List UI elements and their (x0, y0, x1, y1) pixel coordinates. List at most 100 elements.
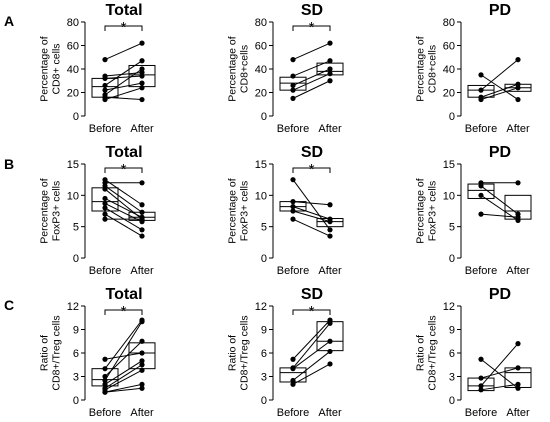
point-after (327, 202, 333, 208)
chart-panel-2-2: PD 0 3 6 9 12 Ratio ofCD8+/Treg cells Before Aft… (414, 286, 532, 419)
x-tick-label: Before (277, 265, 309, 277)
y-axis-label-line: CD8+ cells (51, 43, 63, 94)
y-tick-label: 9 (73, 325, 79, 337)
point-after (515, 385, 521, 391)
y-tick-label: 5 (261, 222, 267, 234)
x-tick-label: Before (465, 265, 497, 277)
point-after (139, 96, 145, 103)
x-tick-label: After (318, 265, 342, 277)
point-after (515, 180, 521, 186)
significance-star: * (121, 161, 127, 178)
y-tick-label: 0 (73, 253, 79, 265)
y-tick-label: 15 (443, 159, 455, 171)
pair-line (480, 59, 519, 91)
point-after (515, 381, 521, 387)
panel-row-label: A (4, 13, 14, 29)
y-axis-label-line: FoxP3+ cells (239, 181, 251, 241)
pair-line (480, 213, 519, 218)
y-tick-label: 40 (67, 64, 79, 76)
y-axis-label-line: CD8+cells (239, 45, 251, 93)
point-before (102, 82, 108, 89)
point-after (139, 85, 145, 91)
y-axis-label-line: Percentage of (38, 178, 50, 243)
point-after (515, 57, 521, 63)
y-axis-label-line: Percentage of (226, 36, 238, 101)
point-after (327, 320, 333, 326)
panel-row-label: C (4, 297, 14, 313)
significance-star: * (309, 161, 315, 178)
y-tick-label: 0 (73, 395, 79, 407)
pair-line (104, 319, 143, 369)
y-tick-label: 12 (443, 301, 455, 313)
pair-line (292, 206, 331, 220)
y-axis-label: Ratio ofCD8+/Treg cells (226, 315, 250, 390)
chart-title: PD (489, 2, 511, 19)
point-after (139, 362, 145, 368)
pair-line (292, 42, 331, 61)
pair-line (292, 218, 331, 237)
y-axis-label-line: Ratio of (38, 335, 50, 371)
pair-line (480, 367, 519, 379)
x-tick-label: After (130, 265, 154, 277)
significance-bracket (104, 309, 143, 315)
y-axis-label-line: Percentage of (38, 36, 50, 101)
point-after (327, 348, 333, 355)
point-after (327, 361, 333, 367)
y-tick-label: 12 (255, 301, 267, 313)
point-after (139, 381, 145, 387)
point-before (102, 186, 108, 192)
y-tick-label: 6 (73, 348, 79, 360)
chart-panel-1-2: PD 0 5 10 15 Percentage ofFoxP3+ cells Before A… (414, 144, 532, 277)
box-after (316, 321, 344, 352)
x-tick-label: After (506, 407, 530, 419)
y-tick-label: 3 (73, 372, 79, 384)
x-tick-label: After (130, 407, 154, 419)
y-axis-label-line: CD8+/Treg cells (239, 315, 251, 390)
y-axis-label: Percentage ofCD8+ cells (38, 36, 62, 101)
significance-bracket (104, 25, 143, 31)
chart-title: SD (301, 286, 323, 303)
pair-line (104, 198, 143, 218)
pair-line (104, 321, 143, 381)
significance-bracket (292, 309, 331, 315)
y-tick-label: 15 (67, 159, 79, 171)
point-before (102, 200, 108, 207)
point-after (327, 338, 333, 344)
pair-line (480, 343, 519, 387)
significance-star: * (309, 19, 315, 36)
point-after (515, 96, 521, 103)
pair-line (480, 74, 519, 100)
y-axis-label-line: FoxP3+ cells (51, 181, 63, 241)
significance-bracket (292, 167, 331, 173)
point-before (478, 87, 484, 93)
point-before (290, 366, 296, 372)
pair-line (104, 185, 143, 213)
y-tick-label: 20 (67, 88, 79, 100)
pair-line (292, 363, 331, 385)
y-tick-label: 3 (261, 372, 267, 384)
point-before (102, 381, 108, 387)
y-tick-label: 5 (449, 222, 455, 234)
pair-line (292, 60, 331, 77)
point-before (102, 389, 108, 395)
y-axis-label-line: Percentage of (414, 178, 426, 243)
pair-line (480, 87, 519, 101)
chart-title: Total (105, 2, 142, 19)
point-after (327, 40, 333, 46)
pair-line (104, 352, 143, 360)
y-tick-label: 12 (67, 301, 79, 313)
chart-title: Total (105, 286, 142, 303)
pair-line (104, 75, 143, 79)
pair-line (480, 383, 519, 391)
x-tick-label: Before (89, 407, 121, 419)
x-tick-label: Before (277, 407, 309, 419)
point-after (139, 180, 145, 186)
y-tick-label: 10 (255, 190, 267, 202)
point-before (478, 72, 484, 78)
point-before (102, 195, 108, 202)
chart-panel-1-0: Total 0 5 10 15 Percentage ofFoxP3+ cells Befo… (38, 144, 156, 277)
pair-line (104, 360, 143, 385)
y-tick-label: 0 (261, 253, 267, 265)
y-axis-label-line: CD8+cells (427, 45, 439, 93)
